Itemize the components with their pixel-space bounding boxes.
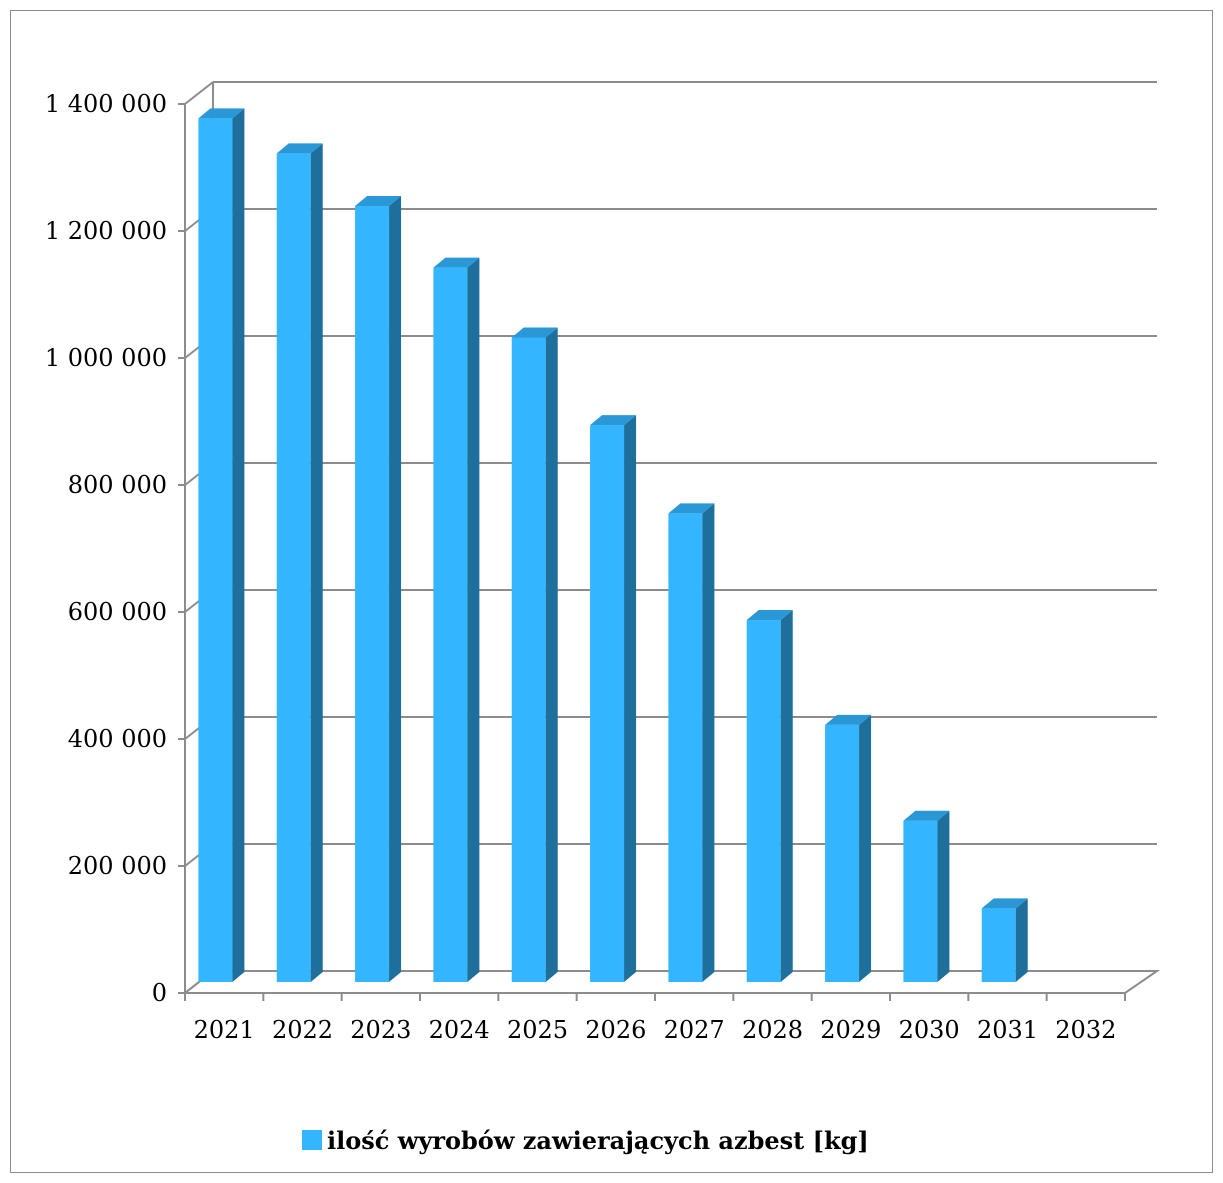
- legend-swatch: [302, 1130, 322, 1150]
- bar-side: [545, 327, 558, 983]
- y-tick-label: 200 000: [68, 852, 167, 880]
- y-tick-label: 800 000: [68, 471, 167, 499]
- bar-top: [981, 898, 1028, 909]
- bar-front: [746, 620, 781, 982]
- bar-side: [937, 810, 950, 982]
- y-tick-label: 600 000: [68, 598, 167, 626]
- y-tick-label: 1 400 000: [45, 90, 167, 118]
- bar-top: [668, 503, 715, 514]
- x-tick-label: 2030: [899, 1016, 960, 1044]
- bar-side: [310, 143, 323, 982]
- bar-side: [467, 257, 480, 982]
- bars: [198, 108, 1028, 983]
- bar-top: [355, 196, 402, 207]
- bar: [276, 143, 323, 982]
- y-tick-label: 1 000 000: [45, 344, 167, 372]
- bar-front: [903, 820, 938, 982]
- legend-label: ilość wyrobów zawierających azbest [kg]: [327, 1126, 869, 1155]
- x-tick-label: 2024: [429, 1016, 490, 1044]
- bar-top: [511, 327, 558, 338]
- bar-top: [590, 415, 637, 426]
- bar-top: [433, 257, 480, 268]
- bar-front: [825, 724, 860, 982]
- x-tick-label: 2032: [1055, 1016, 1116, 1044]
- y-tick-label: 400 000: [68, 725, 167, 753]
- bar-side: [859, 714, 872, 982]
- bar-front: [511, 337, 546, 983]
- legend: ilość wyrobów zawierających azbest [kg]: [302, 1126, 869, 1155]
- bar-top: [825, 714, 872, 725]
- x-tick-label: 2027: [664, 1016, 725, 1044]
- y-tick-label: 1 200 000: [45, 217, 167, 245]
- x-tick-label: 2025: [507, 1016, 568, 1044]
- y-tick-label: 0: [152, 979, 167, 1007]
- bar-side: [780, 610, 793, 982]
- bar-top: [903, 810, 950, 821]
- bar-side: [624, 415, 637, 983]
- bar: [355, 196, 402, 982]
- bar-side: [389, 196, 402, 982]
- bar-top: [198, 108, 245, 119]
- bar-front: [355, 206, 390, 982]
- x-tick-label: 2021: [194, 1016, 255, 1044]
- x-tick-label: 2028: [742, 1016, 803, 1044]
- bar-side: [1015, 898, 1028, 982]
- bar-front: [198, 118, 233, 982]
- bar-front: [276, 153, 311, 982]
- x-tick-label: 2031: [977, 1016, 1038, 1044]
- x-tick-labels: 2021 2022 2023 2024 2025 2026 2027 2028 2029 2030…: [194, 1016, 1117, 1044]
- x-tick-label: 2023: [350, 1016, 411, 1044]
- bar: [590, 415, 637, 983]
- bar: [825, 714, 872, 982]
- bar: [903, 810, 950, 982]
- bar-side: [232, 108, 245, 982]
- bar: [668, 503, 715, 982]
- bar: [746, 610, 793, 982]
- bar-front: [668, 513, 703, 982]
- bar-front: [981, 908, 1016, 982]
- x-tick-label: 2029: [820, 1016, 881, 1044]
- bar-front: [590, 425, 625, 983]
- axes: [178, 82, 1161, 1001]
- bar-side: [702, 503, 715, 982]
- bar: [981, 898, 1028, 982]
- bar-top: [276, 143, 323, 154]
- bar: [511, 327, 558, 983]
- gridline-connector: [184, 81, 214, 105]
- bar: [198, 108, 245, 982]
- y-tick-labels: 0 200 000 400 000 600 000 800 000 1 000 000 1 …: [45, 90, 167, 1007]
- x-tick-label: 2026: [585, 1016, 646, 1044]
- bar: [433, 257, 480, 982]
- x-tick-label: 2022: [272, 1016, 333, 1044]
- bar-top: [746, 610, 793, 621]
- bar-front: [433, 267, 468, 982]
